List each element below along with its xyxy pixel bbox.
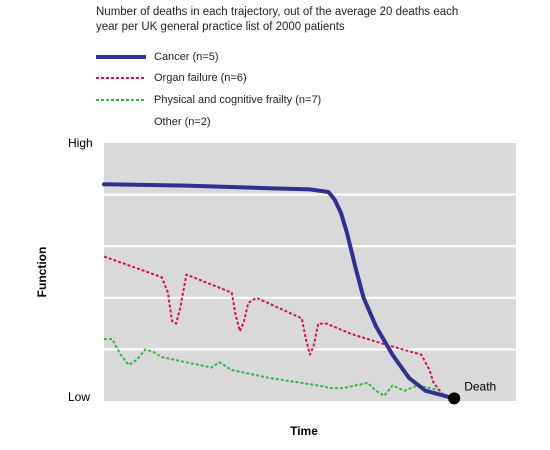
legend-item-organ-failure: Organ failure (n=6): [96, 71, 247, 85]
legend-item-frailty: Physical and cognitive frailty (n=7): [96, 93, 321, 107]
y-low-label: Low: [68, 390, 90, 404]
y-axis-label: Function: [35, 247, 49, 298]
x-axis-label: Time: [290, 424, 318, 438]
legend-item-cancer: Cancer (n=5): [96, 50, 219, 64]
legend-swatch-frailty: [96, 99, 146, 101]
death-marker: [448, 392, 461, 405]
series-layer: [102, 182, 457, 401]
series-line-physical: [104, 338, 443, 397]
legend-swatch-organ-failure: [96, 77, 146, 79]
grid-lines: [104, 193, 516, 351]
plot-background: [104, 143, 516, 401]
legend-label-frailty: Physical and cognitive frailty (n=7): [154, 94, 322, 106]
legend-label-organ-failure: Organ failure (n=6): [154, 72, 247, 84]
legend-swatch-other: [96, 121, 146, 123]
y-high-label: High: [68, 136, 93, 150]
death-label: Death: [464, 379, 496, 393]
series-line-cancer: [102, 182, 457, 401]
legend-label-other: Other (n=2): [154, 116, 211, 128]
legend-swatch-cancer: [96, 55, 146, 59]
legend-label-cancer: Cancer (n=5): [154, 51, 219, 63]
legend-item-other: Other (n=2): [96, 115, 211, 129]
chart-subtitle: Number of deaths in each trajectory, out…: [96, 6, 459, 33]
